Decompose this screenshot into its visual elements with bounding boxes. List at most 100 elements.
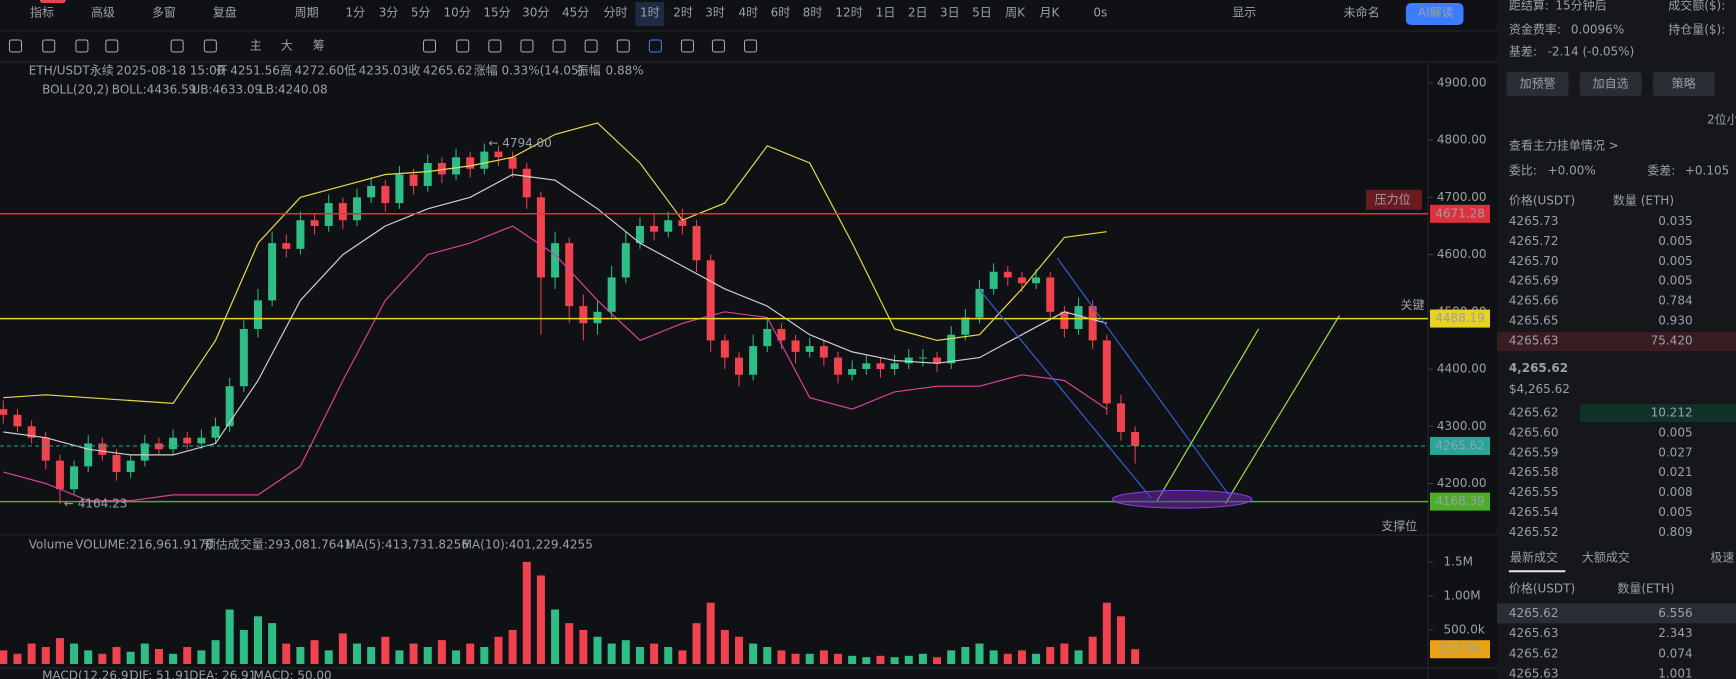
period-tab[interactable]: 6时	[771, 6, 791, 20]
volume-bar	[1074, 650, 1083, 664]
candle-body	[253, 300, 262, 329]
period-tab[interactable]: 15分	[483, 6, 510, 20]
volume-bar	[282, 643, 291, 664]
ask-qty: 0.005	[1658, 234, 1692, 248]
toolbar-item[interactable]: 复盘	[213, 5, 237, 20]
candle-body	[1074, 306, 1083, 329]
period-tab[interactable]: 1分	[346, 6, 366, 20]
boll-line	[3, 225, 1108, 502]
volume-bar	[452, 650, 461, 664]
volume-bar	[480, 646, 489, 664]
bid-qty: 10.212	[1651, 405, 1693, 419]
period-tab[interactable]: 3分	[379, 6, 399, 20]
tool-icon[interactable]	[42, 39, 56, 53]
period-tab[interactable]: 8时	[803, 6, 823, 20]
tool-icon[interactable]	[423, 39, 437, 53]
period-tab[interactable]: 2日	[908, 6, 928, 20]
tool-icon[interactable]	[711, 39, 725, 53]
tool-icon[interactable]	[75, 39, 89, 53]
trade-price: 4265.62	[1509, 606, 1559, 620]
tool-icon[interactable]	[552, 39, 566, 53]
ohlc-info: 0.33%(14.05)	[501, 64, 583, 78]
period-tab[interactable]: 3日	[940, 6, 960, 20]
tool-icon[interactable]	[680, 39, 694, 53]
drawing-tool[interactable]: 主	[250, 39, 262, 53]
toolbar-item[interactable]: 指标	[30, 5, 54, 20]
button-bg[interactable]	[1579, 72, 1642, 96]
bid-price: 4265.52	[1509, 525, 1559, 539]
period-tab[interactable]: 1时	[640, 6, 660, 20]
tool-icon[interactable]	[744, 39, 758, 53]
drawing-line	[1056, 257, 1230, 496]
period-tab[interactable]: 月K	[1039, 6, 1060, 20]
toolbar-item[interactable]: AI解读	[1418, 6, 1454, 20]
volume-bar	[437, 640, 446, 664]
volume-legend: 预估成交量:293,081.7641	[204, 537, 352, 552]
volume-bar	[154, 649, 163, 664]
volume-bar	[933, 657, 942, 664]
period-tab[interactable]: 周K	[1005, 6, 1026, 20]
tool-icon[interactable]	[584, 39, 598, 53]
tool-icon[interactable]	[456, 39, 470, 53]
trade-tab[interactable]: 大额成交	[1582, 549, 1630, 564]
period-tab[interactable]: 5日	[972, 6, 992, 20]
tool-icon[interactable]	[203, 39, 217, 53]
drawing-ellipse	[1112, 489, 1253, 509]
period-tab[interactable]: 12时	[835, 6, 862, 20]
period-tab[interactable]: 45分	[562, 6, 589, 20]
tool-icon[interactable]	[8, 39, 22, 53]
trade-tab[interactable]: 极速	[1710, 550, 1734, 564]
tool-icon[interactable]	[170, 39, 184, 53]
candle-body	[1088, 306, 1097, 341]
candle-body	[0, 409, 8, 415]
trade-tab[interactable]: 最新成交	[1510, 549, 1558, 564]
trade-qty: 1.001	[1658, 667, 1692, 679]
annotation: ← 4164.23	[64, 496, 128, 510]
toolbar-item[interactable]: 高级	[91, 5, 115, 20]
tool-icon[interactable]	[105, 39, 119, 53]
link[interactable]: 查看主力挂单情况 >	[1509, 139, 1619, 153]
volume-bar	[989, 650, 998, 664]
candle-body	[1046, 277, 1055, 312]
tool-icon[interactable]	[648, 39, 662, 53]
toolbar-item[interactable]: 周期	[295, 6, 319, 20]
ohlc-info: 4235.03	[359, 64, 409, 78]
button-bg[interactable]	[1652, 72, 1715, 96]
button[interactable]: 策略	[1672, 76, 1696, 91]
candle-body	[975, 288, 984, 318]
candle-body	[947, 334, 956, 364]
volume-bar	[70, 643, 79, 664]
candle-body	[225, 386, 234, 427]
period-tab[interactable]: 30分	[522, 6, 549, 20]
drawing-tool[interactable]: 大	[281, 39, 293, 53]
period-tab[interactable]: 2时	[673, 6, 693, 20]
toolbar-item[interactable]: 0s	[1093, 6, 1107, 20]
candle-body	[508, 157, 517, 169]
candle-body	[933, 357, 942, 364]
toolbar-item[interactable]: 显示	[1232, 6, 1256, 20]
candle-body	[126, 460, 135, 473]
candle-body	[112, 454, 121, 473]
volume-bar	[27, 643, 36, 664]
candle-body	[140, 443, 149, 461]
period-tab[interactable]: 1日	[876, 6, 896, 20]
drawing-tool[interactable]: 筹	[313, 39, 325, 53]
period-tab[interactable]: 3时	[705, 6, 725, 20]
period-tab[interactable]: 分时	[603, 6, 627, 20]
tool-icon[interactable]	[616, 39, 630, 53]
volume-bar	[763, 646, 772, 664]
toolbar-item[interactable]: 多窗	[152, 6, 176, 20]
button-bg[interactable]	[1506, 72, 1569, 96]
tool-icon[interactable]	[520, 39, 534, 53]
toolbar-item[interactable]: 未命名	[1344, 5, 1380, 20]
trade-price: 4265.62	[1509, 646, 1559, 660]
button[interactable]: 加自选	[1593, 77, 1629, 91]
candle-body	[353, 197, 362, 221]
period-tab[interactable]: 5分	[411, 6, 431, 20]
period-tab[interactable]: 10分	[444, 6, 471, 20]
candle-body	[536, 197, 545, 278]
button[interactable]: 加预警	[1520, 76, 1556, 91]
ask-price: 4265.70	[1509, 254, 1559, 268]
period-tab[interactable]: 4时	[739, 6, 759, 20]
tool-icon[interactable]	[488, 39, 502, 53]
